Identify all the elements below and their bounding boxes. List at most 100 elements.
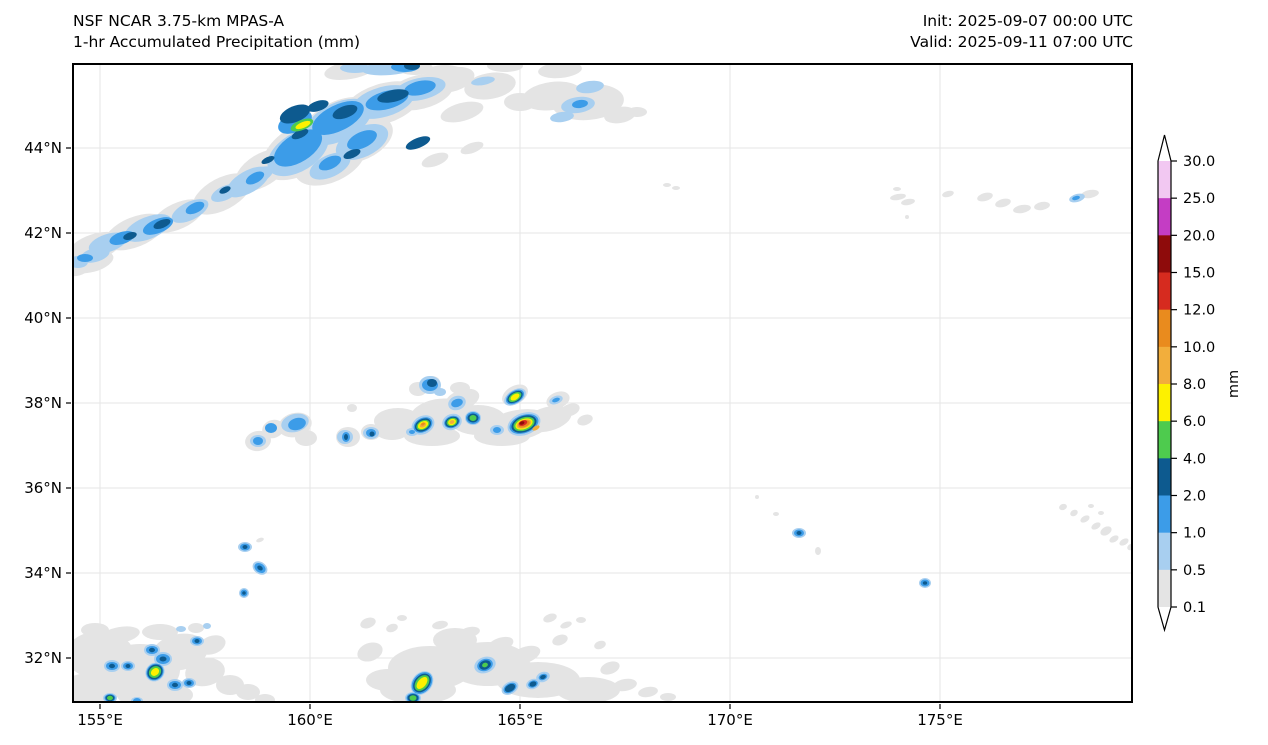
precip-blob-g — [552, 634, 568, 646]
colorbar-segment — [1158, 532, 1171, 571]
precip-blob-b3 — [344, 434, 348, 440]
y-tick-label: 40°N — [24, 309, 62, 327]
x-tick-label: 165°E — [497, 711, 543, 729]
precip-blob-b3 — [149, 647, 155, 653]
colorbar-tick-label: 0.5 — [1183, 563, 1206, 579]
precip-blob-g — [188, 623, 204, 633]
colorbar-tick-label: 10.0 — [1183, 340, 1215, 356]
precip-blob-b3 — [796, 531, 802, 535]
colorbar-segment — [1158, 272, 1171, 311]
precip-blob-g — [638, 686, 658, 698]
precip-blob-b3 — [922, 581, 928, 585]
precip-blob-g — [600, 661, 620, 675]
colorbar: 30.0 25.0 20.0 15.0 12.0 10.0 8.0 6.0 4.0 2.0 1.0 0… — [1157, 134, 1242, 633]
precip-blob-b1 — [203, 623, 211, 629]
precip-blob-g — [1119, 538, 1129, 546]
init-time: Init: 2025-09-07 00:00 UTC — [922, 12, 1133, 30]
colorbar-unit-label: mm — [1226, 370, 1242, 398]
colorbar-tick-label: 15.0 — [1183, 266, 1215, 282]
precip-blob-g — [440, 101, 484, 123]
precip-blob-b3 — [242, 591, 246, 595]
precip-blob-g — [357, 642, 383, 662]
figure-title: NSF NCAR 3.75-km MPAS-A 1-hr Accumulated… — [73, 11, 360, 53]
precip-blob-g — [773, 512, 779, 516]
precip-blob-g — [1127, 543, 1133, 551]
precip-blob-g — [560, 621, 572, 629]
y-tick-label: 38°N — [24, 394, 62, 412]
colorbar-tick-label: 2.0 — [1183, 489, 1206, 505]
colorbar-tick-label: 30.0 — [1183, 154, 1215, 170]
colorbar-under-arrow — [1158, 607, 1171, 630]
precip-blob-g — [995, 198, 1011, 208]
x-tick-label: 155°E — [77, 711, 123, 729]
precip-blob-g — [901, 198, 915, 206]
precip-field-canvas — [72, 63, 1133, 703]
grid-layer — [72, 63, 1133, 703]
colorbar-segment — [1158, 495, 1171, 534]
precip-blob-g — [450, 382, 470, 394]
precip-blob-g — [594, 640, 606, 650]
precip-blob-g — [815, 547, 821, 555]
precip-blob-g — [905, 215, 909, 219]
y-tick-label: 34°N — [24, 564, 62, 582]
precip-blob-g — [360, 617, 376, 629]
colorbar-tick-label: 6.0 — [1183, 414, 1206, 430]
precip-blob-g — [1080, 515, 1090, 523]
colorbar-segment — [1158, 458, 1171, 496]
y-tick-label: 44°N — [24, 139, 62, 157]
map-plot-area — [72, 63, 1133, 703]
precip-blob-g — [366, 669, 410, 691]
precip-blob-g — [347, 404, 357, 412]
precip-blob-g — [755, 495, 759, 499]
colorbar-segment — [1158, 309, 1171, 348]
precip-blob-g — [421, 152, 449, 168]
precip-blob-g — [1088, 504, 1094, 508]
precip-blob-g — [663, 183, 671, 187]
colorbar-tick-label: 1.0 — [1183, 526, 1206, 542]
y-tick-label: 36°N — [24, 479, 62, 497]
precip-blob-g — [487, 63, 523, 72]
precip-blob-g — [386, 623, 398, 633]
precip-blob-g — [672, 186, 680, 190]
colorbar-tick-label: 12.0 — [1183, 303, 1215, 319]
precip-blob-b1 — [434, 388, 446, 396]
colorbar-tick-label: 20.0 — [1183, 228, 1215, 244]
precip-blob-g — [81, 623, 109, 637]
precip-blob-g — [576, 617, 586, 623]
precip-blob-g — [538, 63, 582, 79]
precip-blob-b3 — [242, 545, 248, 549]
precip-blob-g — [627, 107, 647, 117]
precip-blob-g — [397, 615, 407, 621]
precip-blob-g — [977, 192, 993, 202]
title-line-1: NSF NCAR 3.75-km MPAS-A — [73, 12, 285, 30]
precip-blob-g — [295, 430, 317, 446]
precip-blob-g — [432, 620, 448, 630]
precip-blob-b3 — [125, 664, 131, 668]
colorbar-tick-label: 8.0 — [1183, 377, 1206, 393]
x-tick-label: 175°E — [917, 711, 963, 729]
colorbar-over-arrow — [1158, 135, 1171, 161]
colorbar-segment — [1158, 569, 1171, 608]
valid-time: Valid: 2025-09-11 07:00 UTC — [910, 33, 1133, 51]
precip-blob-g — [460, 141, 484, 155]
precip-blob-g — [1034, 201, 1050, 211]
precip-blob-g — [660, 693, 676, 701]
colorbar-segment — [1158, 384, 1171, 422]
precip-blob-gr — [469, 415, 477, 421]
precip-blob-g — [1059, 503, 1067, 511]
precip-blob-b1 — [176, 626, 186, 632]
precip-blob-b2 — [265, 423, 277, 433]
x-tick-label: 170°E — [707, 711, 753, 729]
colorbar-segment — [1158, 198, 1171, 236]
title-line-2: 1-hr Accumulated Precipitation (mm) — [73, 33, 360, 51]
precip-blob-gr — [409, 695, 417, 701]
precip-blob-b3 — [172, 682, 178, 688]
precip-blob-b3 — [405, 136, 431, 150]
precip-blob-g — [942, 190, 954, 198]
precip-blob-b1 — [340, 63, 370, 73]
precip-blob-g — [577, 414, 593, 426]
colorbar-segment — [1158, 235, 1171, 273]
precip-blob-g — [1109, 535, 1119, 543]
precip-blob-g — [1098, 511, 1104, 515]
